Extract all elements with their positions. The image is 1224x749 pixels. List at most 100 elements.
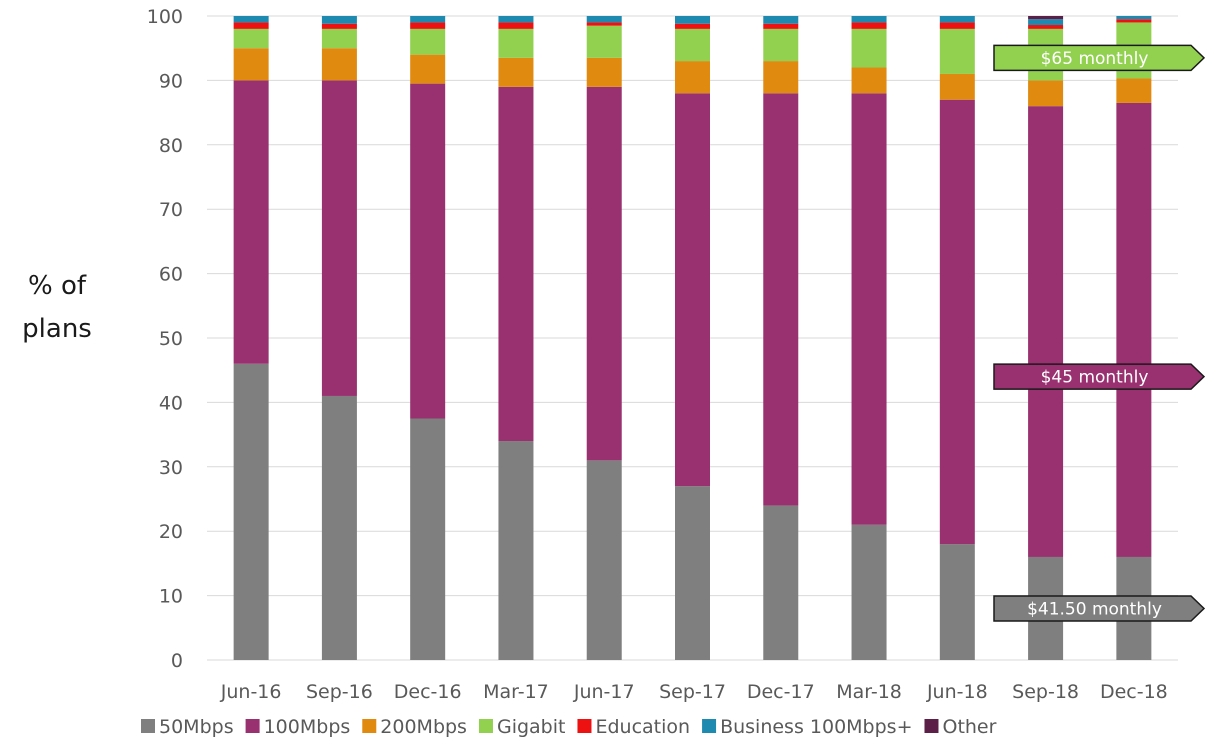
price-callouts: $65 monthly $45 monthly $41.50 monthly (993, 44, 1206, 622)
bar-segment (321, 395, 357, 660)
bar-segment (233, 22, 269, 29)
x-tick-label: Dec-16 (394, 681, 462, 703)
legend-label: 200Mbps (380, 716, 467, 738)
legend-swatch (362, 719, 377, 733)
bar-segment (233, 16, 269, 23)
bar-segment (763, 505, 799, 660)
bar-segment (939, 544, 975, 660)
bar-segment (939, 22, 975, 29)
legend-item: 50Mbps (141, 716, 234, 738)
bar-stack-Dec-16 (410, 16, 446, 660)
bar-segment (233, 28, 269, 49)
y-tick-label: 30 (159, 457, 183, 479)
y-tick-label: 50 (159, 328, 183, 350)
legend-swatch (478, 719, 493, 733)
bar-segment (851, 16, 887, 23)
bar-segment (498, 86, 534, 442)
bar-segment (851, 28, 887, 68)
bar-segment (321, 28, 357, 49)
bar-stack-Jun-18 (939, 16, 975, 660)
bar-segment (675, 486, 710, 660)
bar-segment (763, 28, 799, 62)
bar-stack-Jun-16 (233, 16, 269, 660)
bar-segment (321, 48, 357, 81)
bar-stack-Sep-18 (1028, 16, 1064, 660)
bar-segment (586, 57, 622, 87)
bar-stack-Jun-17 (586, 16, 622, 660)
y-tick-label: 100 (147, 6, 183, 28)
callout-label: $65 monthly (1041, 49, 1149, 69)
callout-arrow-shape (993, 363, 1206, 390)
bar-segment (321, 80, 357, 396)
bar-segment (586, 460, 622, 660)
bar-stack-Sep-17 (675, 16, 710, 660)
bar-segment (586, 25, 622, 58)
bar-segment (1116, 102, 1152, 557)
y-tick-label: 60 (159, 264, 183, 286)
x-tick-label: Sep-16 (306, 681, 373, 703)
y-tick-label: 80 (159, 135, 183, 157)
x-tick-label: Jun-18 (926, 681, 988, 703)
bar-segment (586, 22, 622, 26)
bar-segment (939, 73, 975, 100)
bar-segment (1116, 78, 1152, 103)
y-tick-label: 90 (159, 70, 183, 92)
bar-segment (1028, 25, 1064, 29)
bar-stack-Sep-16 (321, 16, 357, 660)
y-axis-label-line-2: plans (22, 314, 92, 344)
y-axis-label-line-1: % of (28, 271, 87, 301)
x-tick-label: Sep-17 (659, 681, 726, 703)
x-tick-label: Jun-16 (220, 681, 282, 703)
bar-segment (233, 80, 269, 364)
x-axis-ticks: Jun-16 Sep-16 Dec-16 Mar-17 Jun-17 Sep-17 Dec-… (220, 681, 1168, 703)
bar-segment (939, 99, 975, 545)
bar-segment (675, 28, 710, 62)
bar-segment (498, 441, 534, 660)
legend-item: Business 100Mbps+ (702, 716, 912, 738)
legend-label: Gigabit (497, 716, 566, 738)
y-tick-label: 0 (171, 650, 183, 672)
y-tick-label: 70 (159, 199, 183, 221)
legend-item: Other (924, 716, 997, 738)
bar-segment (1116, 19, 1152, 23)
x-tick-label: Sep-18 (1012, 681, 1079, 703)
legend-label: Business 100Mbps+ (720, 716, 912, 738)
price-callout: $41.50 monthly (993, 595, 1206, 622)
legend-item: Education (577, 716, 690, 738)
bar-segment (321, 23, 357, 29)
bar-segment (410, 22, 446, 29)
bar-stack-Mar-18 (851, 16, 887, 660)
legend-swatch (577, 719, 592, 733)
bar-segment (763, 93, 799, 506)
x-tick-label: Mar-17 (483, 681, 549, 703)
legend-item: 200Mbps (362, 716, 467, 738)
legend-swatch (702, 719, 717, 733)
bar-segment (498, 57, 534, 87)
bar-segment (851, 67, 887, 94)
legend-label: Education (595, 716, 690, 738)
bar-segment (675, 16, 710, 24)
bar-segment (410, 83, 446, 419)
bar-segment (498, 28, 534, 58)
bar-segment (851, 22, 887, 29)
callout-label: $45 monthly (1041, 368, 1149, 388)
bar-stack-Dec-18 (1116, 16, 1152, 660)
legend-item: Gigabit (478, 716, 566, 738)
legend-swatch (245, 719, 260, 733)
bar-segment (410, 54, 446, 84)
bar-segment (410, 16, 446, 23)
legend-label: 100Mbps (264, 716, 351, 738)
bar-segment (1028, 106, 1064, 557)
bar-segment (763, 16, 799, 24)
callout-arrow-shape (993, 44, 1206, 72)
legend-label: 50Mbps (159, 716, 234, 738)
bar-segment (498, 22, 534, 29)
bar-segment (410, 418, 446, 660)
bar-segment (675, 61, 710, 94)
bar-segment (763, 61, 799, 94)
bar-stack-Mar-17 (498, 16, 534, 660)
bar-segment (233, 363, 269, 660)
bar-segment (851, 93, 887, 525)
